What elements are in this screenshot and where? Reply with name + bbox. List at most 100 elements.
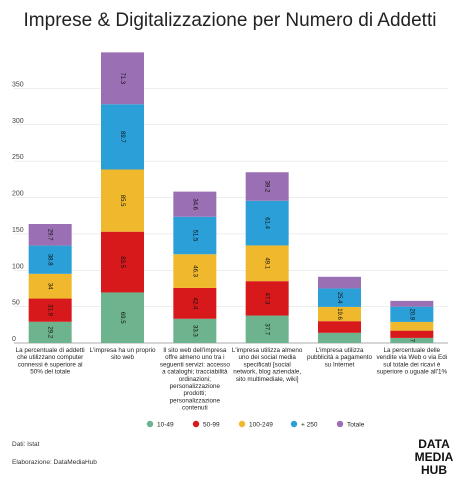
data-label: 38.8 bbox=[47, 254, 53, 266]
category-label: sito multimediale, wiki] bbox=[236, 376, 299, 383]
legend-swatch bbox=[146, 420, 154, 428]
data-label: 47.3 bbox=[264, 293, 270, 305]
bar-segment bbox=[245, 172, 289, 201]
data-label: 49.1 bbox=[264, 257, 270, 269]
data-label: 89.7 bbox=[119, 131, 125, 143]
category-label: pubblicità a pagamento bbox=[307, 354, 373, 361]
bar-segment bbox=[173, 318, 217, 343]
category-label: L'impresa utilizza almeno bbox=[232, 347, 303, 354]
bar-segment bbox=[173, 191, 217, 217]
category-label: L'impresa utilizza bbox=[315, 347, 364, 354]
category-label: a cataloghi; tracciabilità bbox=[162, 369, 228, 376]
y-tick-label: 300 bbox=[12, 118, 24, 125]
category-label: su Internet bbox=[325, 361, 355, 368]
bar-segment bbox=[318, 276, 361, 289]
bar-segment bbox=[245, 315, 289, 343]
category-label: network, blog aziendale, bbox=[233, 369, 301, 376]
bar-segment bbox=[28, 273, 72, 299]
bar-segment bbox=[390, 306, 434, 322]
legend-label: + 250 bbox=[301, 421, 318, 428]
category-label: seguenti servizi: accesso bbox=[160, 361, 230, 368]
category-label: personalizzazione bbox=[170, 383, 221, 390]
bar-segment bbox=[28, 298, 72, 322]
y-tick-label: 0 bbox=[12, 336, 16, 343]
y-tick-label: 100 bbox=[12, 263, 24, 270]
bar-segment bbox=[318, 306, 361, 322]
legend: 10-49 50-99 100-249 + 250 Totale bbox=[146, 420, 365, 428]
bar-segment bbox=[101, 231, 144, 293]
bar-segment bbox=[245, 245, 289, 282]
bar-segment bbox=[390, 337, 434, 343]
category-label: vendite via Web o via Edi bbox=[377, 354, 448, 361]
data-labels: 29.2 31.9 34 38.8 29.7 69.5 83.5 85.5 89.7 71.3 33… bbox=[47, 72, 415, 342]
bar-segment bbox=[28, 223, 72, 246]
data-label: 71.3 bbox=[119, 72, 125, 84]
y-tick-label: 200 bbox=[12, 191, 24, 198]
data-label: 69.5 bbox=[119, 312, 125, 324]
chart-title: Imprese & Digitalizzazione per Numero di… bbox=[24, 10, 437, 31]
data-label: 46.3 bbox=[191, 265, 197, 277]
category-label: che utilizzano computer bbox=[17, 354, 83, 361]
category-label: specificati [social bbox=[244, 361, 291, 368]
bar-segment bbox=[101, 104, 144, 170]
bar-segment bbox=[101, 52, 144, 105]
logo-line-2: MEDIA bbox=[415, 450, 454, 464]
data-label: 29.7 bbox=[47, 229, 53, 241]
legend-label: 50-99 bbox=[203, 421, 220, 428]
bar-segment bbox=[101, 292, 144, 343]
category-label: prodotti; bbox=[183, 390, 206, 397]
category-label: contenuti bbox=[182, 405, 208, 412]
data-label: 83.5 bbox=[119, 256, 125, 268]
bar-segment bbox=[173, 287, 217, 319]
source-note: Dati: Istat bbox=[12, 441, 40, 448]
y-tick-label: 150 bbox=[12, 227, 24, 234]
bar-segment bbox=[173, 254, 217, 288]
data-label: 25.4 bbox=[336, 292, 342, 304]
data-label: 34.6 bbox=[191, 198, 197, 210]
category-label: sito web bbox=[111, 354, 135, 361]
y-axis-ticks: 0 50 100 150 200 250 300 350 bbox=[12, 81, 24, 343]
bar-segment bbox=[173, 216, 217, 255]
bar-segment bbox=[390, 321, 434, 331]
bar-segment bbox=[245, 200, 289, 246]
data-label: 51.5 bbox=[191, 230, 197, 242]
y-tick-label: 350 bbox=[12, 81, 24, 88]
category-label: La percentuale di addetti bbox=[16, 347, 85, 354]
category-label: Il sito web dell'impresa bbox=[163, 347, 227, 354]
bars bbox=[28, 52, 434, 343]
bar-segment bbox=[101, 169, 144, 232]
data-label: 29.2 bbox=[47, 327, 53, 339]
data-label: 7 bbox=[408, 339, 414, 343]
data-label: 20.9 bbox=[408, 308, 414, 320]
legend-swatch bbox=[238, 420, 246, 428]
legend-swatch bbox=[192, 420, 200, 428]
bar-segment bbox=[28, 245, 72, 274]
category-label: offre almeno uno tra i bbox=[165, 354, 224, 361]
y-tick-label: 250 bbox=[12, 154, 24, 161]
bar-segment bbox=[318, 321, 361, 333]
category-label: uno dei social media bbox=[238, 354, 296, 361]
category-label: connessi è superiore al bbox=[18, 361, 83, 368]
data-label: 34 bbox=[47, 283, 53, 290]
logo-line-1: DATA bbox=[418, 437, 450, 451]
category-label: L'impresa ha un proprio bbox=[90, 347, 156, 354]
data-label: 85.5 bbox=[119, 195, 125, 207]
logo-line-3: HUB bbox=[421, 463, 447, 477]
credit-note: Elaborazione: DataMediaHub bbox=[12, 459, 97, 466]
gridlines bbox=[14, 88, 448, 344]
bar-segment bbox=[28, 321, 72, 343]
bar-segment bbox=[245, 281, 289, 316]
bar-segment bbox=[318, 332, 361, 343]
category-label: ordinazioni; bbox=[179, 376, 211, 383]
data-label: 37.7 bbox=[264, 323, 270, 335]
data-label: 39.2 bbox=[264, 181, 270, 193]
legend-swatch bbox=[290, 420, 298, 428]
data-label: 31.9 bbox=[47, 304, 53, 316]
legend-label: 100-249 bbox=[249, 421, 273, 428]
data-label: 61.4 bbox=[264, 217, 270, 229]
bar-segment bbox=[318, 288, 361, 307]
y-tick-label: 50 bbox=[12, 300, 20, 307]
data-label: 42.4 bbox=[191, 298, 197, 310]
